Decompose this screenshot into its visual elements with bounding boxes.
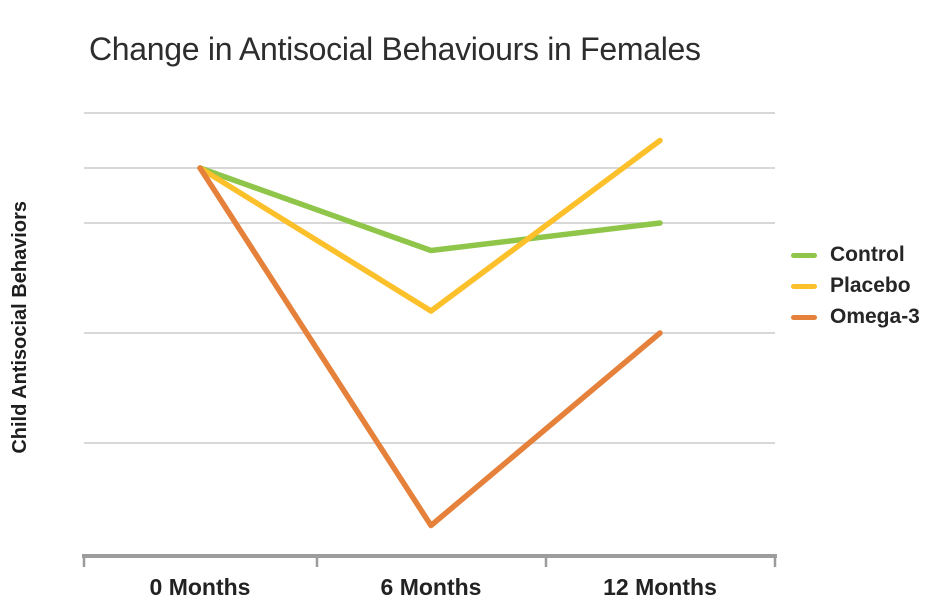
legend-label: Placebo [830, 274, 911, 297]
x-tick-label-6-months: 6 Months [380, 574, 482, 600]
chart-title: Change in Antisocial Behaviours in Femal… [89, 31, 701, 67]
legend-swatch [791, 314, 817, 320]
series-line-placebo [197, 137, 663, 314]
legend-label: Control [830, 243, 905, 266]
legend-item-omega-3: Omega-3 [791, 304, 920, 330]
legend-swatch [791, 283, 817, 289]
series-line-control [197, 165, 663, 254]
x-tick-label-12-months: 12 Months [603, 574, 717, 600]
legend-label: Omega-3 [830, 305, 920, 328]
legend-swatch [791, 252, 817, 258]
series-line-omega-3 [197, 165, 663, 529]
x-tick-label-0-months: 0 Months [149, 574, 251, 600]
legend-item-placebo: Placebo [791, 273, 920, 299]
chart-legend: Control Placebo Omega-3 [791, 242, 920, 330]
legend-item-control: Control [791, 242, 920, 268]
